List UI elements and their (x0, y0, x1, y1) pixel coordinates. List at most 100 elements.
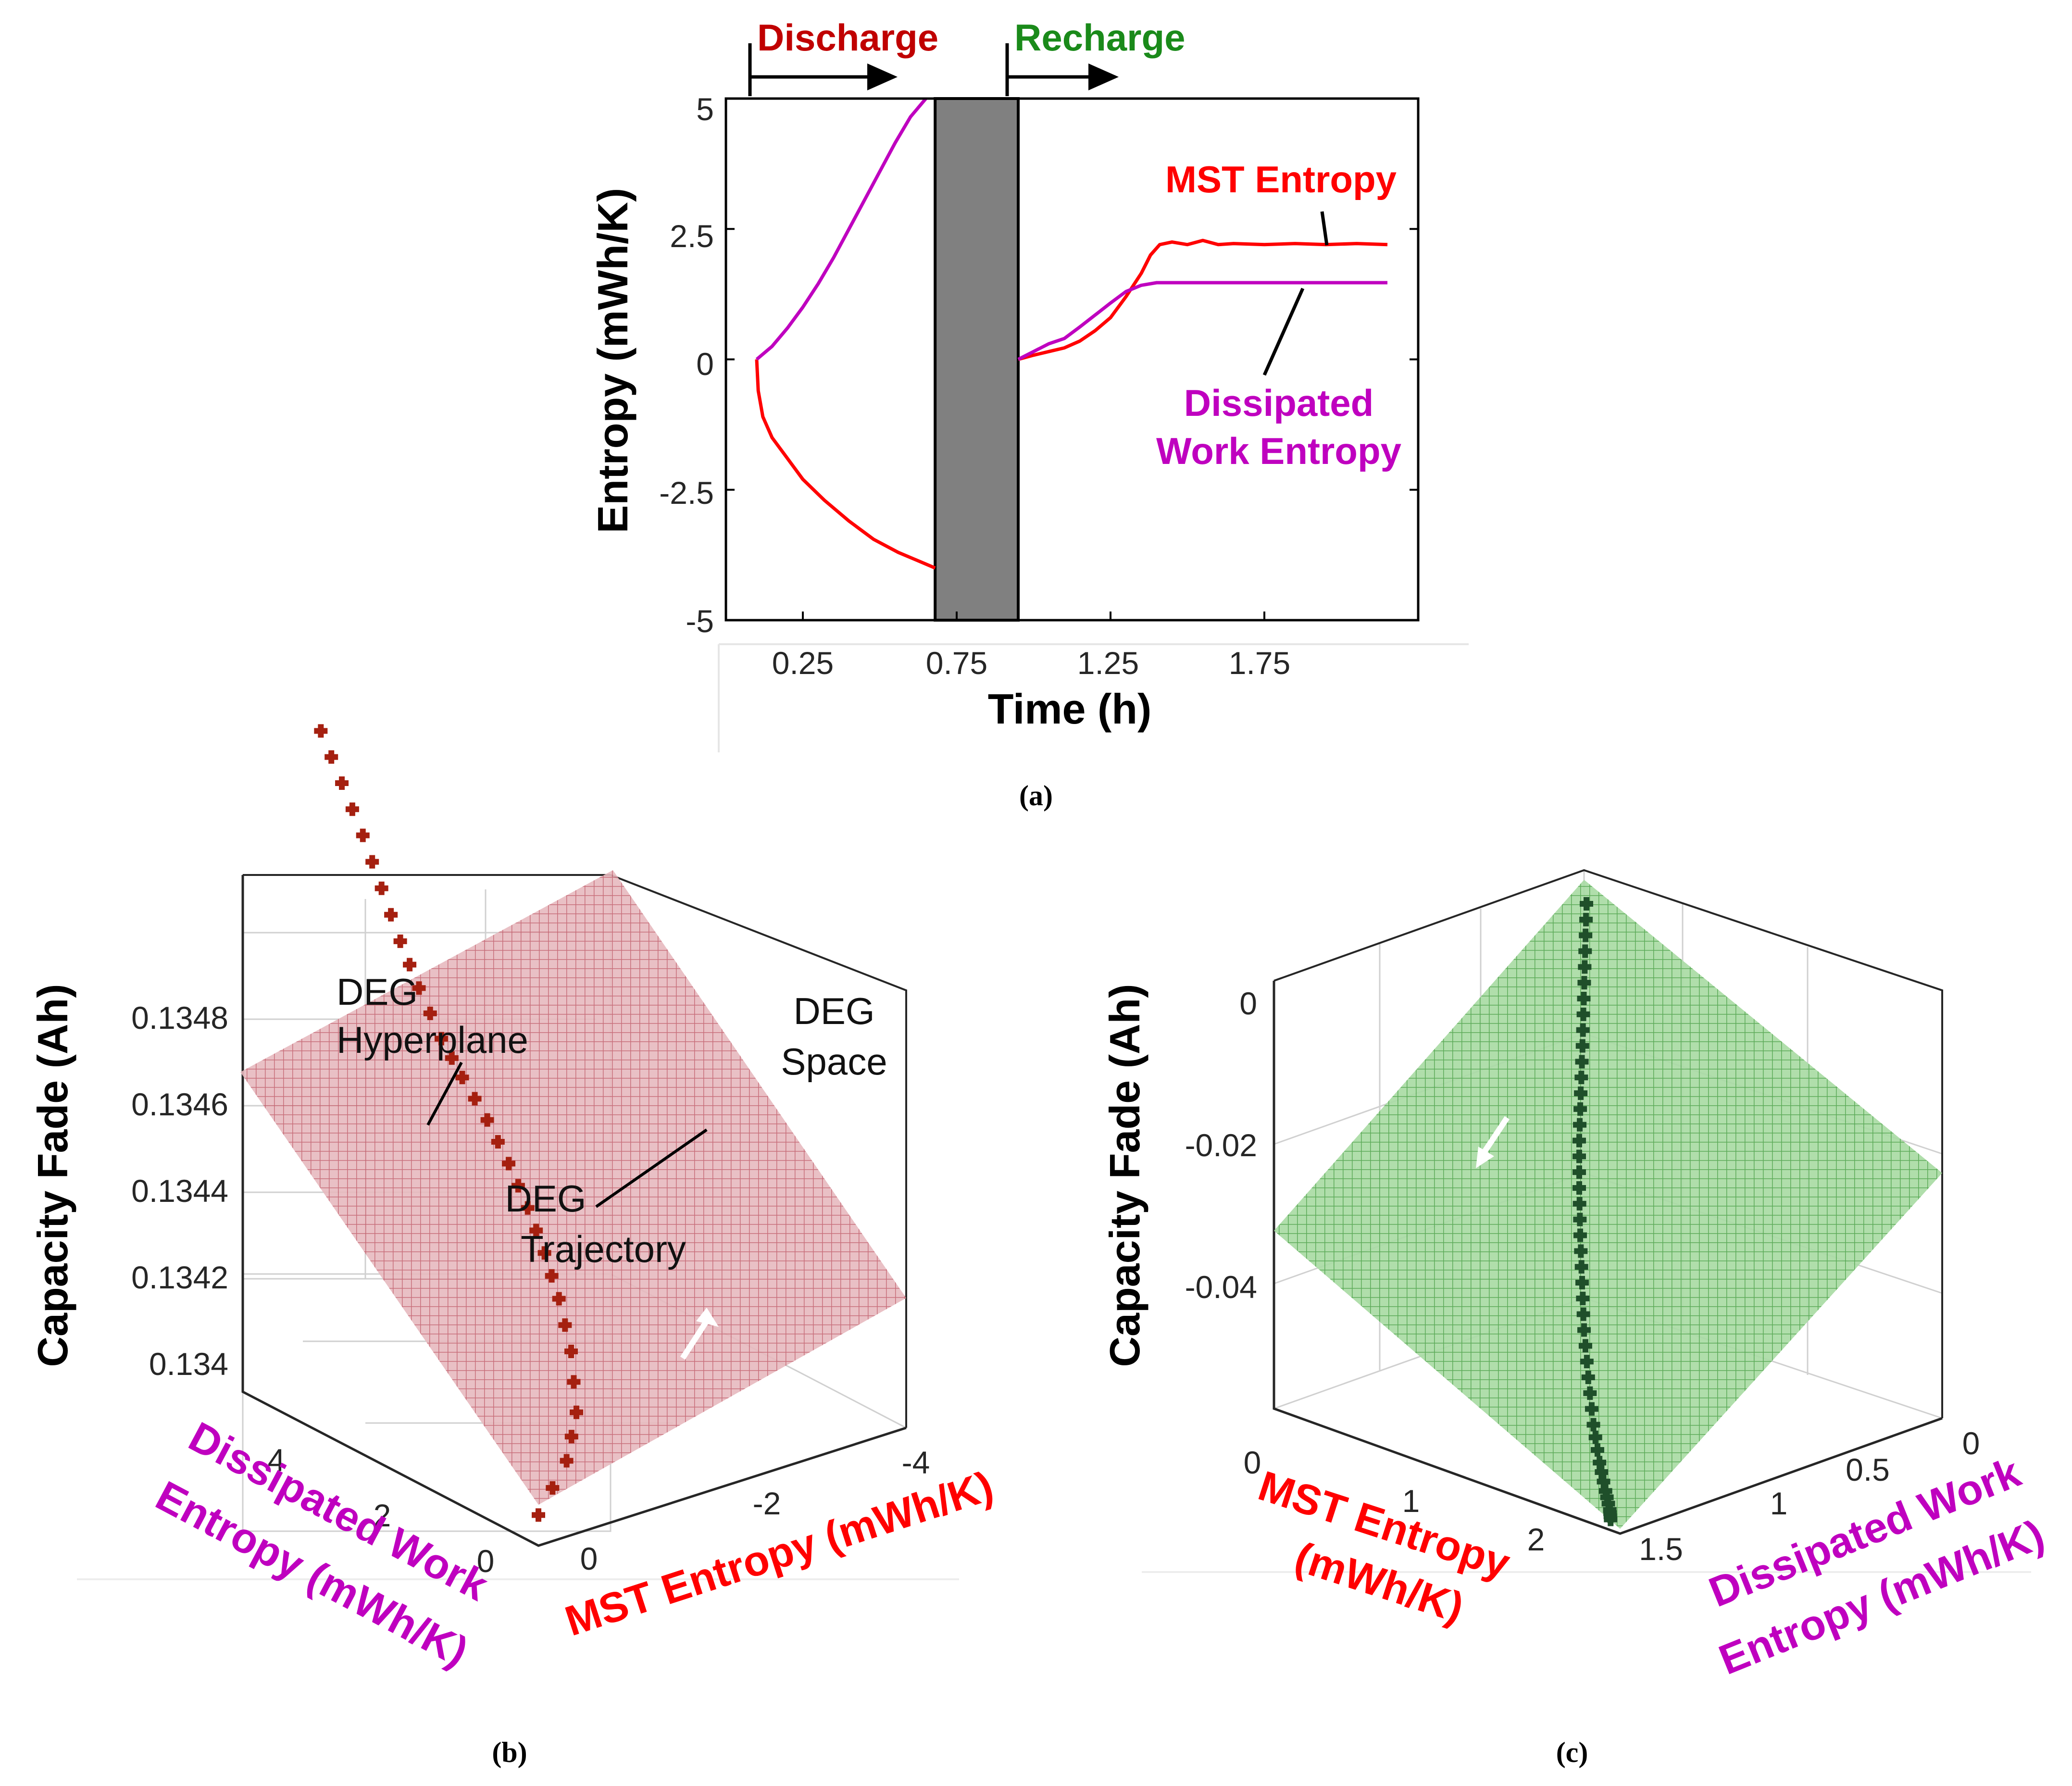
deg-hyperplane (240, 870, 906, 1505)
trajectory-point (1577, 976, 1591, 990)
trajectory-point (1575, 1055, 1589, 1069)
trajectory-point (1573, 1102, 1587, 1116)
trajectory-point (423, 1006, 437, 1020)
mst-annotation-leader (1320, 211, 1329, 246)
trajectory-arrowhead (696, 1308, 719, 1327)
trajectory-point (445, 1051, 459, 1065)
trajectory-leader (595, 1128, 708, 1208)
discharge-label: Discharge (757, 16, 938, 59)
trajectory-point (1574, 1244, 1588, 1258)
hyperplane-leader (426, 1062, 463, 1126)
trajectory-point (393, 934, 407, 948)
panel-c-3d-chart: 0 -0.02 -0.04 0 1 2 0 0.5 1 1.5 Capacity… (1101, 869, 2050, 1768)
z-tick-label: 0 (1239, 986, 1257, 1021)
z-axis-label: Capacity Fade (Ah) (29, 984, 76, 1367)
space-annotation-line2: Space (781, 1040, 887, 1083)
deg-hyperplane (1274, 880, 1942, 1529)
z-tick-label: 0.1346 (131, 1087, 228, 1122)
x-tick-label: 0.25 (772, 645, 834, 681)
x-tick-label: 4 (268, 1442, 286, 1478)
trajectory-point (1573, 1149, 1586, 1163)
z-tick-label: 0.1344 (131, 1173, 228, 1209)
trajectory-direction-arrow (1481, 1116, 1510, 1156)
trajectory-point (1578, 960, 1592, 974)
trajectory-point (564, 1430, 578, 1444)
trajectory-direction-arrow (680, 1315, 712, 1360)
trajectory-point (546, 1481, 560, 1495)
trajectory-point (511, 1179, 525, 1193)
trajectory-point (468, 1092, 482, 1106)
trajectory-arrowhead (1476, 1147, 1494, 1168)
trajectory-point (1580, 897, 1593, 911)
x-tick-label: 0 (1244, 1445, 1261, 1480)
y-tick-label: 0 (696, 346, 714, 382)
x-tick-label: 1.25 (1077, 645, 1139, 681)
trajectory-points (1573, 897, 1618, 1526)
y-tick-label: 1 (1770, 1486, 1788, 1521)
trajectory-point (491, 1135, 505, 1149)
caption-b: (b) (492, 1736, 527, 1768)
trajectory-point (335, 776, 349, 790)
trajectory-point (1573, 1228, 1587, 1242)
trajectory-point (1573, 1212, 1587, 1226)
trajectory-point (455, 1071, 469, 1085)
trajectory-point (1576, 1307, 1590, 1321)
x-tick-label: 2 (374, 1498, 391, 1533)
trajectory-point (529, 1224, 543, 1237)
trajectory-point (1576, 1023, 1590, 1037)
y-tick-label: -2 (753, 1486, 781, 1521)
z-tick-label: 0.134 (149, 1346, 228, 1382)
trajectory-point (1573, 1165, 1586, 1179)
trajectory-point (1579, 912, 1593, 926)
trajectory-point (345, 802, 359, 816)
trajectory-point (545, 1269, 559, 1283)
y-tick-label: 0 (580, 1541, 598, 1576)
trajectory-point (564, 1345, 578, 1358)
trajectory-point (560, 1454, 574, 1468)
trajectory-point (365, 855, 379, 869)
z-tick-label: 0.1348 (131, 1000, 228, 1036)
trajectory-point (537, 1246, 551, 1260)
z-tick-label: 0.1342 (131, 1260, 228, 1295)
trajectory-point (1585, 1402, 1598, 1416)
rest-period-band (934, 97, 1020, 622)
mst-entropy-annotation: MST Entropy (1165, 158, 1397, 200)
mst-entropy-line-segment-1 (755, 359, 936, 570)
trajectory-point (1581, 1371, 1595, 1384)
trajectory-annotation-line1: DEG (505, 1177, 586, 1220)
x-tick-label: 0 (477, 1543, 495, 1579)
trajectory-point (1576, 1291, 1590, 1305)
mst-entropy-line-segment-2 (1018, 238, 1388, 361)
trajectory-points (314, 724, 583, 1522)
y-tick-label: -4 (902, 1445, 930, 1480)
panel-c-axis-lines (1273, 981, 1943, 1535)
trajectory-point (1573, 1118, 1587, 1132)
x-tick-label: 0.75 (926, 645, 987, 681)
trajectory-point (1574, 1071, 1588, 1085)
trajectory-point (1574, 1260, 1588, 1274)
y-tick-label: 2.5 (670, 218, 714, 254)
trajectory-point (325, 750, 338, 764)
trajectory-point (1577, 992, 1591, 1005)
panel-a-frame-edge (718, 643, 1469, 752)
trajectory-point (1573, 1134, 1586, 1148)
y-axis-label: Entropy (mWh/K) (589, 188, 637, 534)
trajectory-point (1580, 1355, 1594, 1369)
dissipated-annotation-line1: Dissipated (1184, 382, 1373, 424)
trajectory-point (1576, 1007, 1590, 1021)
trajectory-point (1590, 1443, 1604, 1457)
trajectory-point (502, 1157, 516, 1171)
y-tick-label: -2.5 (659, 475, 714, 511)
trajectory-point (412, 981, 426, 995)
tick-marks (726, 98, 1418, 621)
trajectory-point (570, 1405, 583, 1419)
y-tick-label: -5 (686, 603, 714, 639)
trajectory-point (1578, 944, 1592, 958)
trajectory-point (480, 1113, 494, 1127)
z-tick-label: -0.04 (1185, 1269, 1257, 1305)
trajectory-point (1577, 1323, 1591, 1337)
trajectory-point (521, 1201, 535, 1215)
trajectory-point (1573, 1197, 1586, 1211)
caption-a: (a) (1019, 780, 1053, 812)
